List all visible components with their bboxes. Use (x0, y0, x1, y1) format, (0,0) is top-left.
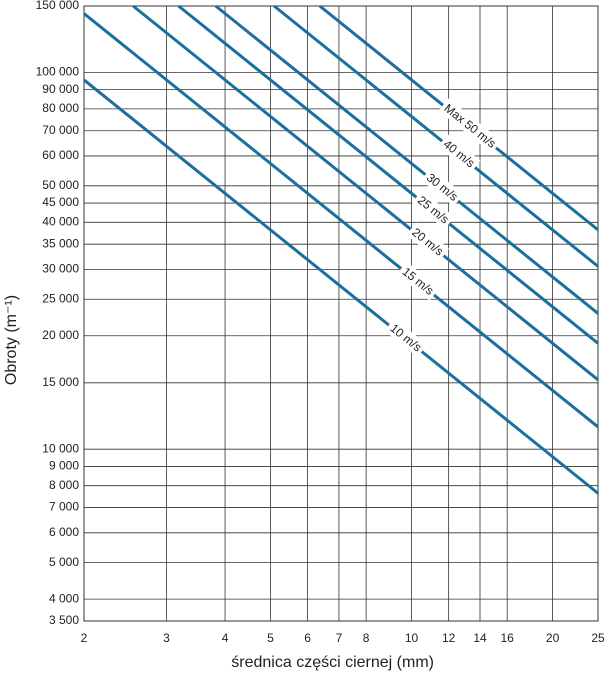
y-tick-label: 7 000 (49, 500, 79, 514)
plot-frame (83, 5, 599, 622)
y-tick-label: 5 000 (49, 555, 79, 569)
y-tick-label: 25 000 (42, 291, 79, 305)
y-tick-label: 150 000 (36, 0, 80, 12)
series-label-bg (411, 190, 455, 230)
x-tick-label: 6 (304, 631, 311, 645)
series-label: 10 m/s (387, 321, 424, 354)
x-tick-label: 10 (405, 631, 419, 645)
series-label-group: 40 m/s (437, 134, 481, 174)
series-label-group: 20 m/s (406, 222, 450, 262)
series-label: 20 m/s (409, 225, 446, 258)
x-tick-label: 8 (363, 631, 370, 645)
series-label-bg (396, 261, 440, 301)
y-tick-label: 8 000 (49, 478, 79, 492)
y-tick-label: 45 000 (42, 195, 79, 209)
x-tick-label: 5 (267, 631, 274, 645)
y-tick-label: 90 000 (42, 82, 79, 96)
y-tick-label: 35 000 (42, 236, 79, 250)
x-tick-label: 4 (222, 631, 229, 645)
series-line (132, 4, 599, 381)
series-label-bg (384, 318, 428, 358)
y-tick-label: 9 000 (49, 459, 79, 473)
series-line (214, 4, 599, 315)
x-tick-label: 25 (591, 631, 605, 645)
x-tick-label: 2 (81, 631, 88, 645)
series-label-group: 10 m/s (384, 318, 428, 358)
y-tick-label: 70 000 (42, 123, 79, 137)
series-label-bg (420, 167, 464, 207)
y-tick-label: 50 000 (42, 178, 79, 192)
y-tick-label: 10 000 (42, 441, 79, 455)
x-axis-label: średnica części ciernej (mm) (231, 654, 434, 671)
y-tick-label: 20 000 (42, 328, 79, 342)
x-tick-label: 12 (442, 631, 456, 645)
x-tick-label: 7 (336, 631, 343, 645)
y-tick-label: 15 000 (42, 375, 79, 389)
y-axis-label: Obroty (m⁻¹) (3, 295, 20, 385)
y-tick-label: 6 000 (49, 525, 79, 539)
y-tick-label: 80 000 (42, 101, 79, 115)
series-label: 40 m/s (441, 137, 478, 170)
x-tick-label: 16 (500, 631, 514, 645)
y-tick-label: 40 000 (42, 214, 79, 228)
series-line (83, 78, 599, 495)
series-line (83, 12, 599, 429)
series-label-bg (438, 98, 502, 154)
series-label-bg (406, 222, 450, 262)
series-label-group: 15 m/s (396, 261, 440, 301)
series-line (273, 4, 599, 268)
y-tick-label: 100 000 (36, 65, 80, 79)
y-tick-label: 60 000 (42, 148, 79, 162)
series-line (177, 4, 599, 345)
y-tick-label: 4 000 (49, 591, 79, 605)
x-tick-label: 3 (163, 631, 170, 645)
x-tick-label: 20 (546, 631, 560, 645)
series-label-bg (437, 134, 481, 174)
y-tick-label: 3 500 (49, 613, 79, 627)
y-tick-label: 30 000 (42, 262, 79, 276)
x-tick-label: 14 (473, 631, 487, 645)
